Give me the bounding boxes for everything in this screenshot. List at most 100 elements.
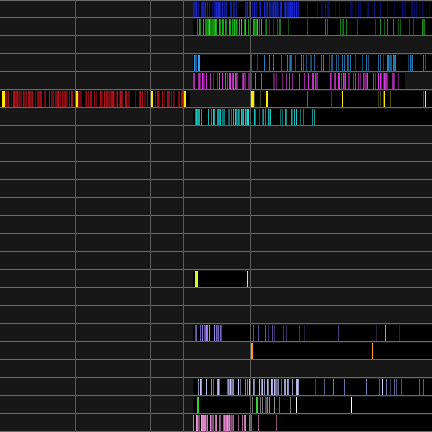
event-marker[interactable] [197,397,199,413]
timeline-track[interactable] [0,378,432,396]
timeline-track[interactable] [0,0,432,18]
event-marker[interactable] [296,397,297,413]
event-marker[interactable] [372,343,373,359]
event-marker[interactable] [251,91,254,107]
event-marker[interactable] [195,271,198,287]
event-stripe [268,109,269,125]
event-stripe [423,91,424,107]
event-stripe [254,91,255,107]
track-segment[interactable] [193,379,432,395]
timeline-track[interactable] [0,234,432,252]
track-segment[interactable] [250,343,432,359]
event-stripe [274,2,275,17]
timeline-track[interactable] [0,198,432,216]
track-segment[interactable] [193,2,432,17]
timeline-track[interactable] [0,90,432,108]
timeline-track[interactable] [0,72,432,90]
timeline-track[interactable] [0,252,432,270]
track-segment[interactable] [250,91,432,107]
event-marker[interactable] [2,91,5,107]
event-stripe [399,325,400,341]
event-marker[interactable] [425,91,426,107]
event-stripe [290,55,291,71]
event-stripe [193,415,194,431]
timeline-track[interactable] [0,360,432,378]
event-stripe [194,73,195,89]
track-segment[interactable] [193,73,405,89]
event-marker[interactable] [247,271,248,287]
event-stripe [259,2,260,17]
event-stripe [60,91,61,107]
timeline-track[interactable] [0,54,432,72]
track-segment[interactable] [193,415,432,431]
event-marker[interactable] [384,91,385,107]
event-stripe [292,2,293,17]
event-stripe [300,109,301,125]
timeline-track[interactable] [0,144,432,162]
event-stripe [274,379,275,395]
event-stripe [203,19,204,35]
event-stripe [284,2,285,17]
track-segment[interactable] [0,91,190,107]
event-marker[interactable] [256,397,258,413]
event-marker[interactable] [150,91,153,107]
event-marker[interactable] [266,91,268,107]
event-stripe [268,325,269,341]
event-stripe [350,2,351,17]
timeline-track[interactable] [0,180,432,198]
timeline-track[interactable] [0,324,432,342]
event-stripe [221,325,222,341]
event-stripe [381,73,382,89]
event-stripe [384,73,385,89]
timeline-track[interactable] [0,306,432,324]
event-stripe [272,2,273,17]
event-stripe [174,91,175,107]
event-marker[interactable] [385,325,386,341]
event-stripe [296,379,297,395]
track-segment[interactable] [193,325,432,341]
event-stripe [414,2,415,17]
timeline-track[interactable] [0,342,432,360]
track-segment[interactable] [193,397,432,413]
event-stripe [261,379,262,395]
event-stripe [281,379,282,395]
event-stripe [25,91,26,107]
event-stripe [235,73,236,89]
event-stripe [288,2,289,17]
timeline-track[interactable] [0,396,432,414]
event-stripe [121,91,122,107]
event-stripe [234,19,235,35]
timeline-track[interactable] [0,18,432,36]
track-segment[interactable] [193,271,248,287]
event-stripe [404,2,405,17]
event-stripe [195,2,196,17]
timeline-track[interactable] [0,108,432,126]
timeline-track[interactable] [0,36,432,54]
track-segment[interactable] [193,109,432,125]
event-marker[interactable] [351,397,352,413]
event-stripe [249,73,250,89]
event-marker[interactable] [250,343,253,359]
event-stripe [274,73,275,89]
event-stripe [257,55,258,71]
track-segment[interactable] [193,19,432,35]
event-stripe [201,2,202,17]
event-stripe [368,2,369,17]
event-marker[interactable] [183,91,186,107]
timeline-track[interactable] [0,216,432,234]
event-stripe [196,325,197,341]
timeline-track[interactable] [0,414,432,432]
event-marker[interactable] [342,91,343,107]
event-marker[interactable] [75,91,78,107]
event-marker[interactable] [382,379,383,395]
timeline-track[interactable] [0,288,432,306]
event-stripe [383,73,384,89]
track-segment[interactable] [193,55,432,71]
event-stripe [230,415,231,431]
timeline-track[interactable] [0,270,432,288]
timeline-track[interactable] [0,162,432,180]
timeline-track[interactable] [0,126,432,144]
event-stripe [228,415,229,431]
event-stripe [242,415,243,431]
